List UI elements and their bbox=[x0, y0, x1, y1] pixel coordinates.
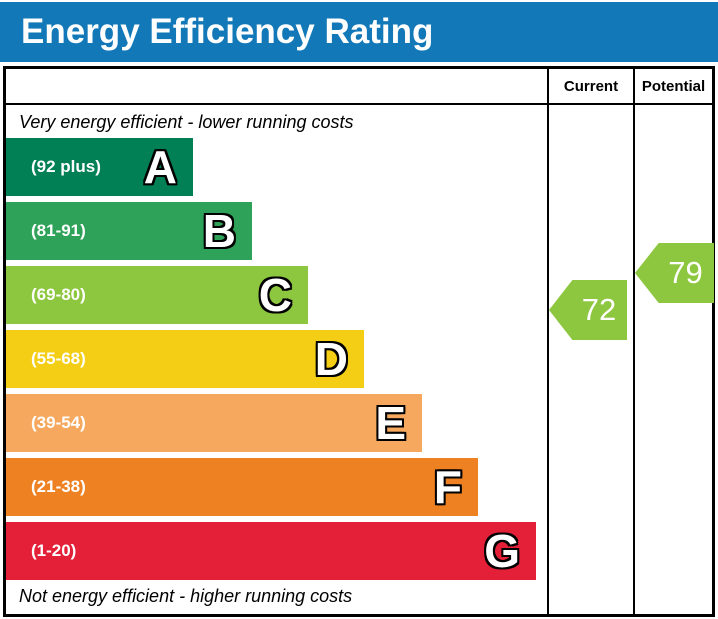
band-range-label: (92 plus) bbox=[31, 157, 101, 176]
band-row-e: (39-54) E bbox=[6, 394, 547, 452]
band-letter: E bbox=[375, 397, 406, 449]
rating-table: Current Potential Very energy efficient … bbox=[3, 66, 715, 617]
band-bar-c: (69-80) C bbox=[6, 266, 308, 324]
column-header-potential: Potential bbox=[633, 69, 712, 105]
band-bar-b: (81-91) B bbox=[6, 202, 252, 260]
band-range-label: (69-80) bbox=[31, 285, 86, 304]
band-row-a: (92 plus) A bbox=[6, 138, 547, 196]
band-bar-a: (92 plus) A bbox=[6, 138, 193, 196]
band-letter: D bbox=[314, 333, 348, 385]
column-header-current: Current bbox=[547, 69, 633, 105]
band-row-b: (81-91) B bbox=[6, 202, 547, 260]
bands-area: Very energy efficient - lower running co… bbox=[6, 105, 547, 614]
title-bar: Energy Efficiency Rating bbox=[0, 2, 718, 62]
top-note: Very energy efficient - lower running co… bbox=[19, 112, 354, 132]
current-column: 72 bbox=[547, 105, 633, 614]
band-bar-d: (55-68) D bbox=[6, 330, 364, 388]
band-range-label: (39-54) bbox=[31, 413, 86, 432]
page-title: Energy Efficiency Rating bbox=[21, 12, 434, 51]
band-range-label: (55-68) bbox=[31, 349, 86, 368]
band-letter: F bbox=[433, 461, 462, 513]
band-row-g: (1-20) G bbox=[6, 522, 547, 580]
header-cell-main bbox=[6, 69, 547, 105]
potential-rating-value: 79 bbox=[668, 255, 703, 290]
band-range-label: (21-38) bbox=[31, 477, 86, 496]
band-row-c: (69-80) C bbox=[6, 266, 547, 324]
potential-rating-marker: 79 bbox=[635, 243, 714, 303]
band-range-label: (1-20) bbox=[31, 541, 77, 560]
current-rating-value: 72 bbox=[581, 292, 617, 327]
band-letter: G bbox=[484, 525, 520, 577]
band-row-d: (55-68) D bbox=[6, 330, 547, 388]
band-letter: C bbox=[258, 269, 292, 321]
current-rating-marker: 72 bbox=[549, 280, 627, 340]
band-range-label: (81-91) bbox=[31, 221, 86, 240]
band-bar-f: (21-38) F bbox=[6, 458, 478, 516]
bands-container: (92 plus) A (81-91) B (69-80) C (55-68) D (39-54… bbox=[6, 138, 547, 580]
band-bar-e: (39-54) E bbox=[6, 394, 422, 452]
band-letter: B bbox=[202, 205, 236, 257]
band-row-f: (21-38) F bbox=[6, 458, 547, 516]
bottom-note: Not energy efficient - higher running co… bbox=[19, 586, 353, 606]
band-letter: A bbox=[143, 141, 177, 193]
band-bar-g: (1-20) G bbox=[6, 522, 536, 580]
potential-column: 79 bbox=[633, 105, 714, 614]
